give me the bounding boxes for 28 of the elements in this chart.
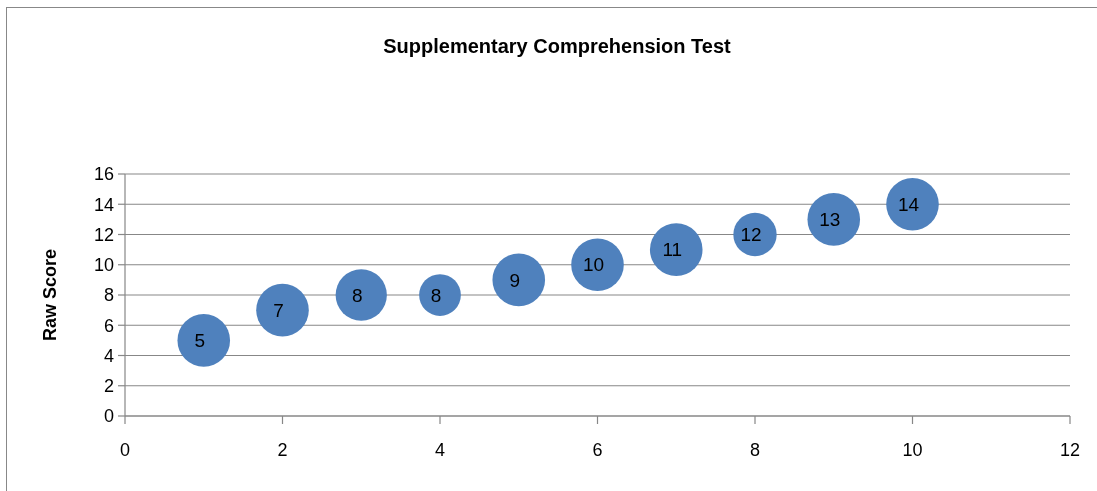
y-tick-label: 12 xyxy=(93,224,114,245)
y-tick-label: 0 xyxy=(103,406,114,427)
y-tick-label: 16 xyxy=(93,164,114,185)
x-tick-label: 4 xyxy=(434,440,446,460)
x-tick-label: 8 xyxy=(749,440,761,460)
data-label: 13 xyxy=(819,209,841,231)
x-tick-label: 12 xyxy=(1059,440,1081,460)
x-tick-label: 10 xyxy=(902,440,923,460)
y-tick-label: 8 xyxy=(103,285,114,306)
data-label: 7 xyxy=(273,299,284,321)
data-label: 8 xyxy=(351,284,363,306)
data-label: 14 xyxy=(897,193,920,215)
y-tick-label: 14 xyxy=(93,194,114,215)
y-tick-label: 4 xyxy=(103,345,114,366)
y-tick-label: 10 xyxy=(93,255,114,276)
chart-title: Supplementary Comprehension Test xyxy=(383,35,732,57)
x-tick-label: 6 xyxy=(592,440,603,460)
data-label: 5 xyxy=(194,330,206,352)
x-tick-label: 2 xyxy=(277,440,288,460)
y-axis-title: Raw Score xyxy=(40,248,60,342)
data-label: 12 xyxy=(740,224,762,246)
y-tick-label: 6 xyxy=(103,315,114,336)
data-label: 9 xyxy=(509,269,521,291)
x-tick-label: 0 xyxy=(119,440,131,460)
data-label: 11 xyxy=(662,239,683,261)
y-tick-label: 2 xyxy=(103,376,114,397)
data-label: 10 xyxy=(582,254,605,276)
data-label: 8 xyxy=(430,284,442,306)
